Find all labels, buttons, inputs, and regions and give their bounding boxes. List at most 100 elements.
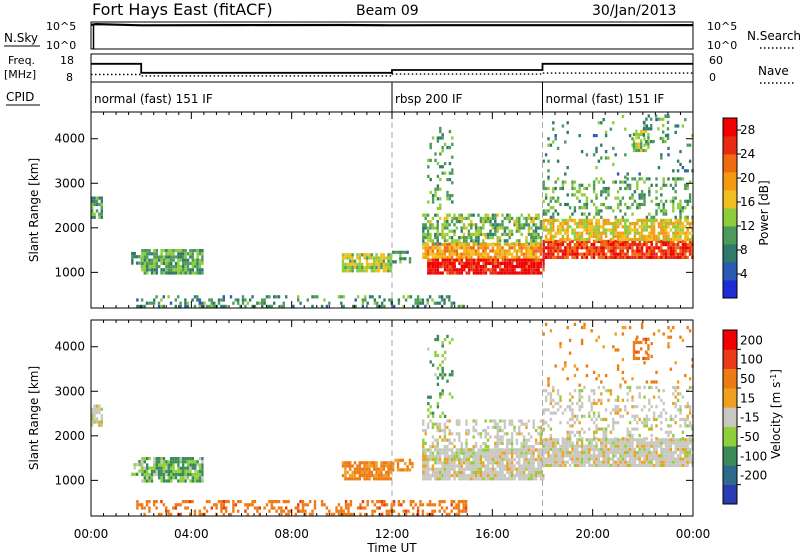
power-cell (614, 252, 617, 256)
power-cell (375, 266, 378, 270)
velocity-cell (363, 477, 366, 481)
power-cell (198, 252, 202, 256)
velocity-cell (438, 467, 442, 471)
power-cell (530, 220, 533, 224)
power-cell (534, 249, 538, 253)
power-cell (552, 196, 555, 200)
power-cell (434, 236, 437, 240)
power-cell (155, 268, 158, 272)
velocity-cell (170, 457, 173, 461)
power-cell (576, 231, 579, 235)
power-cell (496, 246, 499, 250)
velocity-cell (515, 448, 519, 452)
velocity-cell (220, 503, 223, 507)
velocity-cell (604, 460, 608, 464)
power-cell (583, 212, 586, 216)
power-cell (170, 252, 173, 256)
power-cell (467, 268, 471, 272)
power-cell (370, 256, 373, 260)
velocity-cell (428, 503, 432, 507)
power-cell (534, 252, 538, 256)
power-cell (196, 249, 199, 253)
velocity-cell (304, 512, 307, 516)
power-cell (595, 218, 598, 222)
velocity-cell (576, 430, 579, 434)
power-cell (626, 183, 629, 187)
power-cell (631, 255, 634, 259)
velocity-cell (441, 389, 444, 393)
velocity-cell (527, 474, 531, 478)
velocity-cell (638, 385, 641, 390)
power-cell (424, 246, 427, 250)
power-cell (576, 239, 579, 243)
velocity-cell (433, 509, 437, 513)
velocity-cell (380, 500, 384, 504)
velocity-cell (325, 506, 329, 510)
power-cell (588, 228, 591, 232)
velocity-cell (681, 457, 685, 461)
power-cell (647, 114, 650, 118)
power-cell (439, 206, 442, 210)
power-cell (612, 146, 615, 150)
power-cell (588, 249, 591, 253)
velocity-cell (621, 444, 625, 448)
velocity-cell (198, 473, 202, 477)
velocity-cell (426, 461, 430, 465)
power-cell (179, 304, 182, 308)
velocity-cell (619, 451, 622, 455)
velocity-cell (458, 458, 461, 462)
power-cell (643, 218, 646, 222)
power-cell (363, 253, 366, 257)
velocity-cell (460, 451, 463, 455)
velocity-cell (566, 447, 569, 451)
power-cell (441, 171, 444, 175)
power-cell (583, 246, 586, 250)
power-cell (179, 271, 182, 275)
power-cell (320, 304, 324, 308)
power-cell (346, 253, 349, 257)
power-cell (165, 249, 168, 253)
power-cell (667, 234, 670, 238)
velocity-cell (636, 421, 639, 425)
power-cell (424, 226, 427, 230)
power-cell (146, 261, 149, 265)
power-cell (441, 243, 444, 247)
velocity-cell (534, 458, 538, 462)
power-cell (650, 140, 653, 144)
power-cell (590, 222, 593, 226)
power-cell (688, 249, 692, 253)
power-cell (684, 118, 687, 122)
velocity-cell (576, 463, 579, 467)
power-cell (534, 232, 538, 236)
power-cell (201, 304, 204, 308)
power-cell (172, 258, 175, 262)
velocity-cell (508, 461, 511, 465)
velocity-cell (547, 454, 550, 458)
power-cell (659, 136, 662, 140)
velocity-cell (201, 463, 204, 467)
power-cell (600, 249, 603, 253)
power-cell (351, 266, 354, 270)
velocity-cell (465, 474, 468, 478)
power-cell (172, 265, 175, 269)
power-cell (498, 255, 502, 259)
velocity-cell (503, 451, 507, 455)
power-cell (511, 261, 514, 265)
power-cell (160, 258, 163, 262)
power-cell (662, 218, 665, 222)
velocity-cell (378, 506, 381, 510)
power-cell (525, 249, 528, 253)
power-cell (100, 215, 103, 219)
velocity-cell (429, 474, 432, 478)
power-cell (547, 246, 550, 250)
power-cell (458, 216, 461, 220)
power-cell (628, 196, 632, 200)
velocity-cell (510, 467, 514, 471)
time-axis-label: Time UT (366, 541, 417, 554)
power-cell (657, 225, 661, 229)
velocity-cell (93, 407, 96, 411)
power-cell (636, 183, 639, 187)
power-cell (547, 228, 550, 232)
power-cell (479, 255, 483, 259)
velocity-cell (525, 448, 528, 452)
